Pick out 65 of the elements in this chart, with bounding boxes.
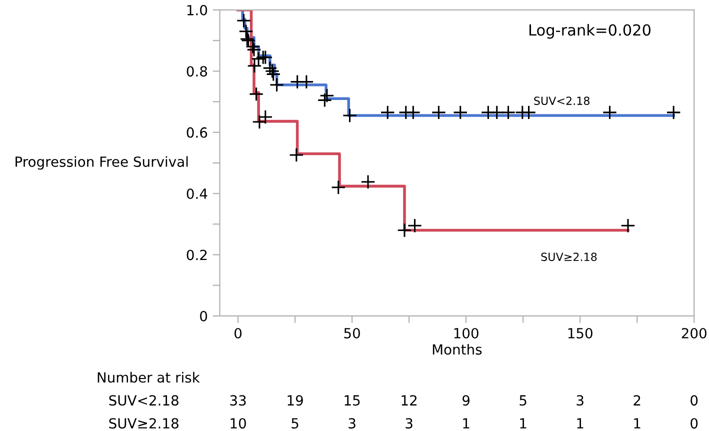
text: 19 [288, 395, 303, 406]
point [666, 105, 681, 120]
text: 0 [690, 418, 698, 429]
point [238, 24, 254, 39]
point [500, 105, 516, 120]
text: 5 [520, 395, 526, 406]
point [246, 39, 260, 54]
text: 9 [462, 395, 470, 406]
point [248, 86, 264, 102]
text: 10 [230, 418, 246, 429]
text: 12 [402, 395, 417, 406]
text: SUV≥2.18 [541, 252, 597, 262]
y-tick-label: 1.0 [187, 4, 208, 16]
x-tick-label: 100 [454, 328, 478, 338]
x-tick-label: 200 [682, 328, 706, 338]
point [264, 64, 280, 78]
point [342, 108, 358, 123]
point [453, 105, 468, 120]
y-axis-title: Progression Free Survival [16, 156, 188, 170]
point [406, 105, 421, 120]
x-tick-label: 50 [344, 328, 360, 338]
text: SUV≥2.18 [109, 418, 178, 429]
text: 15 [344, 395, 360, 406]
point [407, 218, 422, 234]
series-label: SUV<2.18 [534, 96, 590, 105]
point [360, 174, 376, 190]
y-tick-label: 0 [200, 310, 208, 322]
point [299, 74, 314, 90]
text: 3 [348, 418, 356, 429]
text: 1 [634, 418, 640, 428]
point [236, 13, 252, 28]
x-axis-title: Months [432, 344, 482, 355]
x-tick-label: 0 [234, 328, 242, 338]
point [620, 218, 636, 234]
x-tick-label: 150 [568, 328, 592, 338]
y-tick-label: 0.8 [186, 66, 208, 77]
text: 1 [520, 418, 526, 428]
point [246, 42, 262, 58]
point [521, 105, 536, 120]
point [602, 105, 618, 120]
point [331, 180, 346, 195]
text: 5 [292, 418, 298, 429]
annotation: Log-rank=0.020 [530, 24, 650, 39]
text: 1 [577, 418, 584, 428]
point [289, 148, 304, 162]
text: 3 [406, 418, 412, 429]
text: SUV<2.18 [109, 395, 178, 406]
text: 3 [576, 395, 584, 406]
point [317, 92, 332, 108]
text: 2 [634, 395, 640, 406]
point [262, 60, 278, 76]
y-tick-label: 0.2 [186, 250, 207, 260]
text: Number at risk [98, 372, 200, 383]
point [490, 105, 504, 120]
y-tick-label: 0.6 [186, 127, 208, 138]
point [397, 222, 412, 238]
point [269, 78, 284, 92]
point [380, 105, 395, 120]
text: 33 [230, 395, 246, 406]
point [266, 66, 281, 82]
point [431, 105, 446, 120]
y-tick-label: 0.4 [186, 188, 208, 199]
text: 0 [690, 395, 698, 406]
text: 1 [463, 418, 470, 428]
point [320, 88, 334, 103]
